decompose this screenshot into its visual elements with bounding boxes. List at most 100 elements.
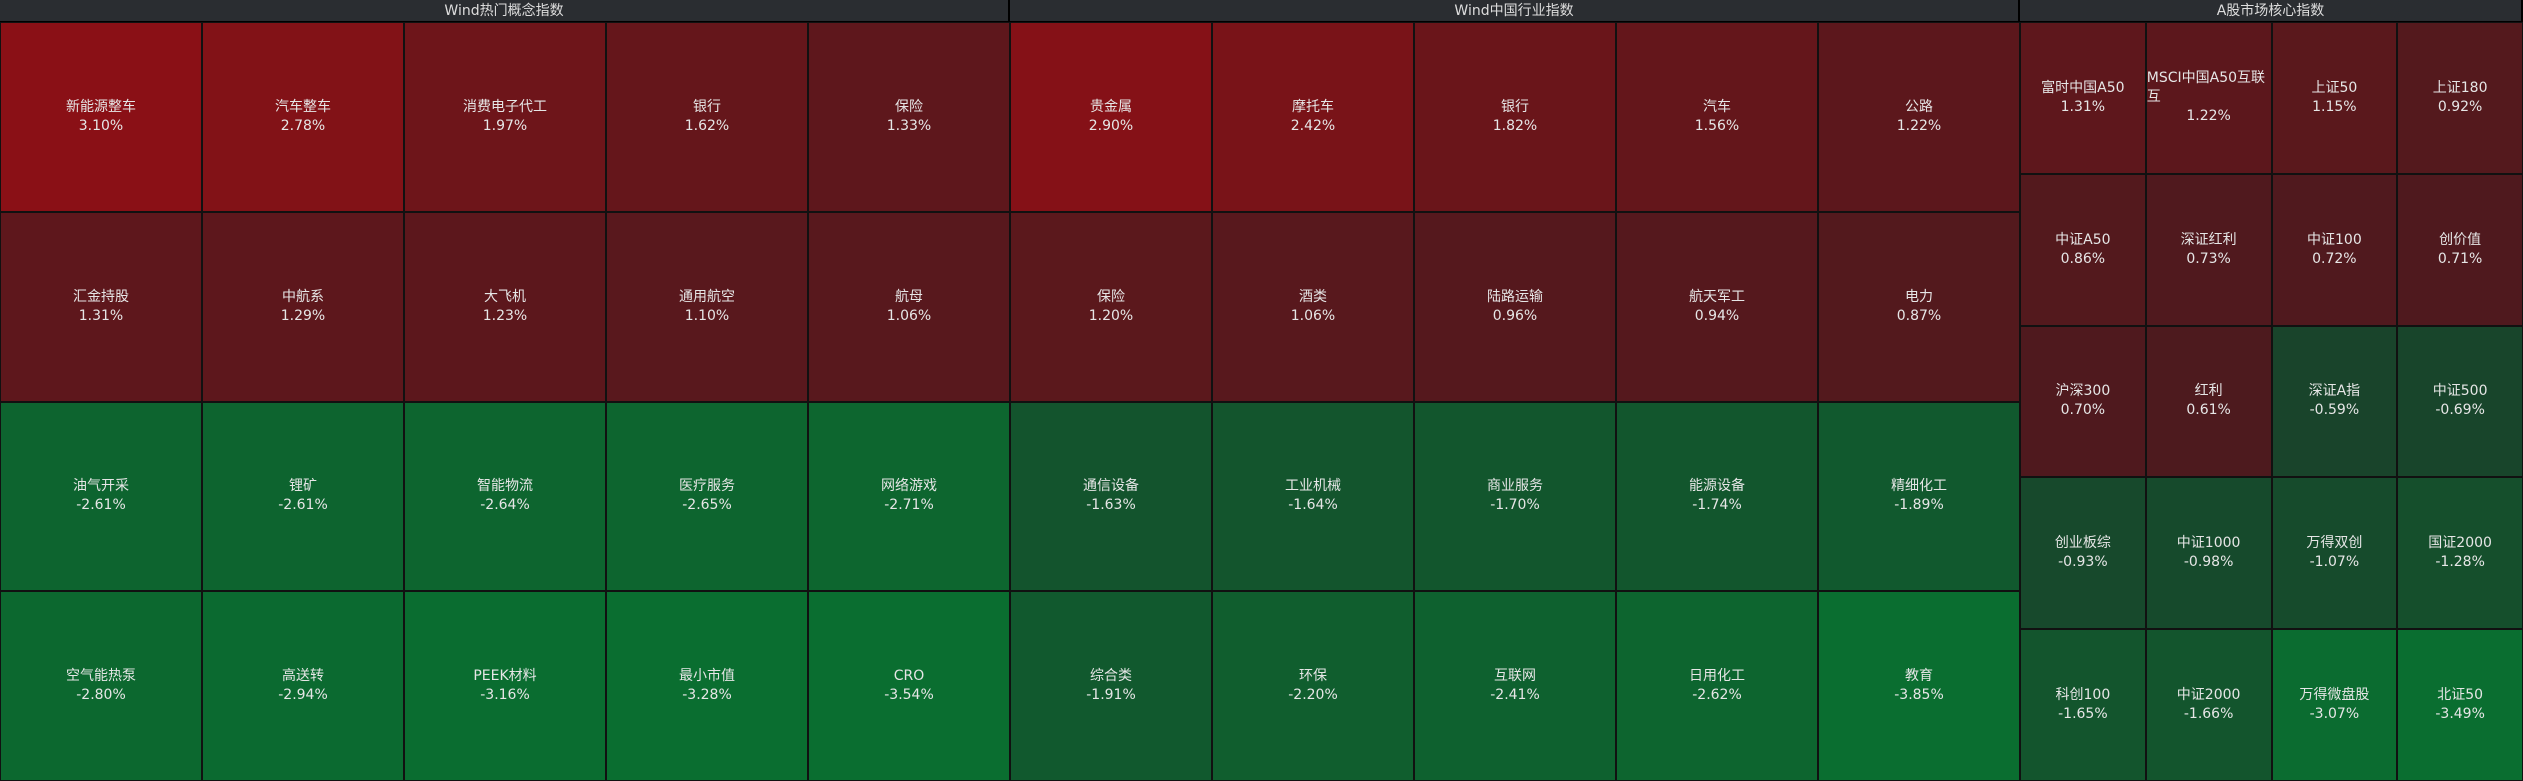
- heat-cell: 上证180 0.92%: [2397, 22, 2523, 174]
- heat-cell: 富时中国A50 1.31%: [2020, 22, 2146, 174]
- cell-name: 医疗服务: [679, 478, 735, 495]
- cell-name: 最小市值: [679, 668, 735, 685]
- cell-name: 消费电子代工: [463, 98, 547, 115]
- cell-change: 1.82%: [1492, 117, 1538, 134]
- cell-name: 银行: [1501, 98, 1529, 115]
- cell-name: 酒类: [1299, 288, 1327, 305]
- panel-title: Wind热门概念指数: [0, 0, 1010, 22]
- heat-cell: 创价值 0.71%: [2397, 173, 2523, 326]
- cell-change: -1.89%: [1894, 497, 1944, 514]
- cell-name: 网络游戏: [881, 478, 937, 495]
- panel: A股市场核心指数 富时中国A50 1.31% MSCI中国A50互联互 1.22% 上证5…: [2020, 0, 2523, 781]
- cell-name: 红利: [2194, 383, 2223, 400]
- cell-name: 万得微盘股: [2299, 687, 2370, 704]
- cell-change: 0.86%: [2060, 250, 2106, 267]
- cell-change: 2.90%: [1088, 117, 1134, 134]
- cell-name: 银行: [693, 98, 721, 115]
- cell-name: CRO: [893, 668, 925, 685]
- heat-cell: 汽车 1.56%: [1616, 22, 1818, 212]
- heat-cell: 消费电子代工 1.97%: [404, 22, 606, 212]
- cell-name: 科创100: [2055, 687, 2111, 704]
- cell-change: -0.69%: [2435, 402, 2485, 419]
- cell-name: 深证红利: [2180, 231, 2237, 248]
- heat-cell: 万得双创 -1.07%: [2271, 477, 2398, 630]
- heat-cell: 通用航空 1.10%: [606, 211, 808, 402]
- cell-change: 1.31%: [78, 307, 124, 324]
- heat-cell: 能源设备 -1.74%: [1616, 401, 1818, 592]
- heat-cell: 中航系 1.29%: [202, 211, 404, 402]
- cell-change: 1.56%: [1694, 117, 1740, 134]
- heat-cell: 创业板综 -0.93%: [2020, 477, 2146, 630]
- cell-change: -2.61%: [278, 497, 328, 514]
- heat-cell: 万得微盘股 -3.07%: [2271, 629, 2398, 781]
- cell-name: 通信设备: [1083, 478, 1139, 495]
- cell-name: 空气能热泵: [66, 668, 136, 685]
- cell-name: 保险: [895, 98, 923, 115]
- heat-cell: 汽车整车 2.78%: [202, 22, 404, 212]
- heat-cell: 智能物流 -2.64%: [404, 401, 606, 592]
- cell-name: 大飞机: [484, 288, 526, 305]
- cell-name: 贵金属: [1090, 98, 1132, 115]
- cell-name: 中航系: [282, 288, 324, 305]
- cell-name: 航母: [895, 288, 923, 305]
- cell-name: 国证2000: [2428, 535, 2492, 552]
- cell-change: 1.22%: [1896, 117, 1942, 134]
- heat-cell: 通信设备 -1.63%: [1010, 401, 1212, 592]
- cell-change: -3.85%: [1894, 687, 1944, 704]
- heat-cell: 大飞机 1.23%: [404, 211, 606, 402]
- heat-cell: 银行 1.82%: [1414, 22, 1616, 212]
- cell-change: -2.71%: [884, 497, 934, 514]
- heat-cell: 环保 -2.20%: [1212, 591, 1414, 781]
- cell-name: 新能源整车: [66, 98, 136, 115]
- cell-change: -1.28%: [2435, 554, 2485, 571]
- cell-change: 0.73%: [2186, 250, 2231, 267]
- cell-change: -0.93%: [2058, 554, 2108, 571]
- cell-change: -0.98%: [2183, 554, 2234, 571]
- heat-cell: 北证50 -3.49%: [2397, 629, 2523, 781]
- heat-cell: 深证红利 0.73%: [2145, 173, 2272, 326]
- cell-name: 能源设备: [1689, 478, 1745, 495]
- heat-cell: 医疗服务 -2.65%: [606, 401, 808, 592]
- heat-cell: 最小市值 -3.28%: [606, 591, 808, 781]
- heat-cell: 中证1000 -0.98%: [2145, 477, 2272, 630]
- cell-name: 沪深300: [2055, 383, 2111, 400]
- heat-cell: 新能源整车 3.10%: [0, 22, 202, 212]
- cell-change: -3.16%: [480, 687, 530, 704]
- cell-change: -3.07%: [2309, 706, 2360, 723]
- panel-grid: 新能源整车 3.10% 汽车整车 2.78% 消费电子代工 1.97% 银行 1.62% 保险 1…: [0, 22, 1010, 781]
- cell-name: 摩托车: [1292, 98, 1334, 115]
- cell-change: 1.23%: [482, 307, 528, 324]
- cell-name: 商业服务: [1487, 478, 1543, 495]
- cell-change: 1.20%: [1088, 307, 1134, 324]
- heat-cell: 保险 1.33%: [808, 22, 1010, 212]
- cell-name: 中证A50: [2055, 231, 2111, 248]
- heat-cell: 网络游戏 -2.71%: [808, 401, 1010, 592]
- cell-change: 1.06%: [1290, 307, 1336, 324]
- cell-change: -2.20%: [1288, 687, 1338, 704]
- cell-change: -2.61%: [76, 497, 126, 514]
- cell-change: 1.10%: [684, 307, 730, 324]
- cell-change: -1.66%: [2183, 706, 2234, 723]
- heat-cell: 上证50 1.15%: [2271, 22, 2398, 174]
- cell-name: MSCI中国A50互联互: [2146, 70, 2266, 106]
- cell-change: 1.15%: [2312, 98, 2357, 115]
- cell-change: 0.92%: [2437, 98, 2483, 115]
- cell-change: 2.78%: [280, 117, 326, 134]
- cell-change: -3.54%: [884, 687, 934, 704]
- cell-change: -2.80%: [76, 687, 126, 704]
- heat-cell: 红利 0.61%: [2145, 325, 2272, 478]
- cell-name: 锂矿: [289, 478, 317, 495]
- cell-name: 中证100: [2307, 231, 2362, 248]
- heat-cell: 中证A50 0.86%: [2020, 173, 2146, 326]
- cell-change: -3.28%: [682, 687, 732, 704]
- cell-name: 中证2000: [2176, 687, 2241, 704]
- cell-name: 教育: [1905, 668, 1933, 685]
- cell-change: 1.62%: [684, 117, 730, 134]
- cell-name: 创业板综: [2054, 535, 2111, 552]
- cell-name: 保险: [1097, 288, 1125, 305]
- heat-cell: 互联网 -2.41%: [1414, 591, 1616, 781]
- heat-cell: 商业服务 -1.70%: [1414, 401, 1616, 592]
